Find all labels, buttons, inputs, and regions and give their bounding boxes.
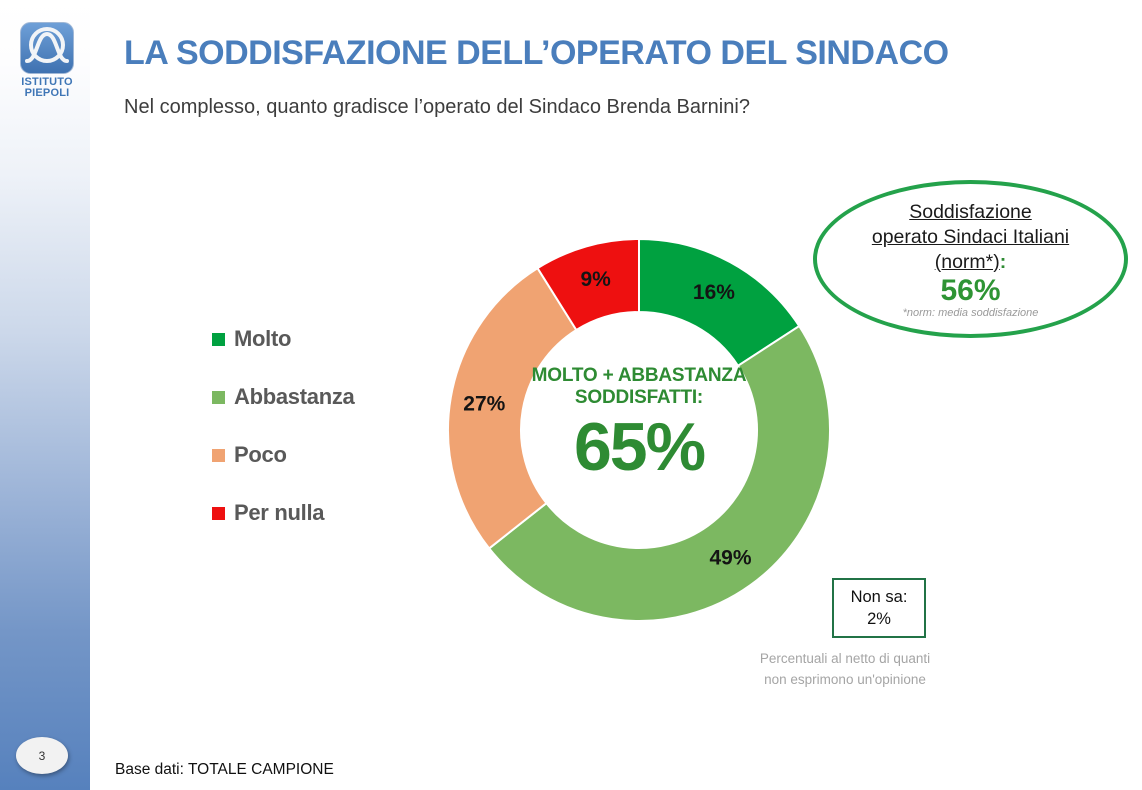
left-gradient-bar [0, 0, 90, 790]
non-sa-value: 2% [867, 610, 891, 628]
donut-chart: 16% 49% 27% 9% [447, 237, 831, 622]
norm-footnote: *norm: media soddisfazione [902, 306, 1039, 319]
norm-value: 56% [940, 273, 1001, 307]
legend-item-per-nulla: Per nulla [212, 500, 354, 526]
legend-label: Poco [234, 442, 287, 467]
logo-line-1: ISTITUTO [21, 76, 73, 88]
donut-center-label: MOLTO + ABBASTANZA SODDISFATTI: 65% [489, 365, 789, 482]
legend-swatch-per-nulla [212, 506, 225, 520]
chart-legend: Molto Abbastanza Poco Per nulla [212, 326, 355, 558]
legend-swatch-abbastanza [212, 390, 225, 404]
percentages-footnote: Percentuali al netto di quanti non espri… [730, 648, 960, 690]
legend-item-poco: Poco [212, 442, 354, 468]
legend-item-abbastanza: Abbastanza [212, 384, 355, 410]
donut-segment-abbastanza [487, 324, 831, 622]
center-label-line-1: MOLTO + ABBASTANZA [531, 365, 747, 386]
footnote-line-1: Percentuali al netto di quanti [759, 651, 931, 666]
norm-title-line-3: (norm*): [935, 250, 1007, 275]
legend-swatch-poco [212, 448, 225, 462]
norm-bubble: Soddisfazione operato Sindaci Italiani (… [813, 180, 1128, 338]
logo-line-2: PIEPOLI [24, 86, 70, 99]
question-text: Nel complesso, quanto gradisce l’operato… [124, 96, 750, 118]
segment-value-label: 49% [709, 547, 751, 570]
norm-label: (norm*) [934, 250, 1000, 273]
footnote-line-2: non esprimono un'opinione [764, 672, 926, 687]
segment-value-label: 27% [463, 392, 505, 415]
page-number: 3 [38, 748, 46, 763]
donut-segment-poco [447, 266, 578, 550]
legend-swatch-molto [212, 332, 225, 346]
base-note: Base dati: TOTALE CAMPIONE [115, 761, 334, 778]
norm-title-line-2: operato Sindaci Italiani [871, 225, 1070, 248]
istituto-piepoli-logo: ISTITUTO PIEPOLI [16, 22, 78, 98]
segment-value-label: 16% [693, 281, 735, 304]
piepoli-logo-icon [20, 22, 74, 74]
legend-item-molto: Molto [212, 326, 354, 352]
page-title: LA SODDISFAZIONE DELL’OPERATO DEL SINDAC… [124, 34, 949, 72]
segment-value-label: 9% [580, 268, 611, 291]
non-sa-label: Non sa: [850, 588, 908, 606]
legend-label: Per nulla [234, 500, 325, 525]
legend-label: Abbastanza [234, 384, 355, 409]
norm-colon: : [999, 250, 1007, 273]
logo-wordmark: ISTITUTO PIEPOLI [16, 77, 78, 98]
center-label-line-2: SODDISFATTI: [574, 387, 704, 408]
page-number-badge: 3 [16, 737, 68, 774]
donut-segment-per-nulla [536, 237, 640, 332]
non-sa-box: Non sa: 2% [832, 578, 926, 638]
center-total-value: 65% [573, 409, 706, 485]
norm-title-line-1: Soddisfazione [909, 200, 1032, 223]
legend-label: Molto [234, 326, 292, 351]
